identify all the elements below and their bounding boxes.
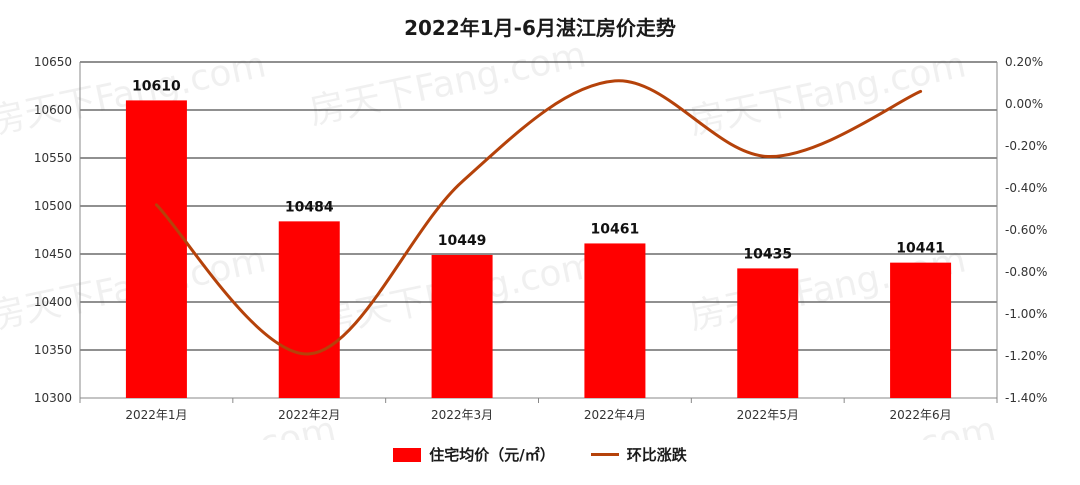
- y-right-tick-label: 0.20%: [1005, 55, 1043, 69]
- legend-item-bar[interactable]: 住宅均价（元/㎡）: [393, 444, 555, 465]
- bar[interactable]: [431, 254, 493, 398]
- y-left-tick-label: 10400: [34, 295, 72, 309]
- y-right-tick-label: 0.00%: [1005, 97, 1043, 111]
- x-tick-label: 2022年3月: [431, 408, 493, 422]
- chart-plot: 房天下Fang.com 房天下Fang.com 房天下Fang.com房天下Fang…: [0, 34, 1047, 440]
- y-right-tick-label: -1.20%: [1005, 349, 1047, 363]
- legend: 住宅均价（元/㎡） 环比涨跌: [0, 444, 1080, 465]
- y-right-tick-label: -1.40%: [1005, 391, 1047, 405]
- y-right-tick-label: -0.80%: [1005, 265, 1047, 279]
- watermark: 房天下Fang.com: [686, 44, 970, 143]
- y-left-tick-label: 10550: [34, 151, 72, 165]
- x-tick-label: 2022年4月: [584, 408, 646, 422]
- series-line[interactable]: [154, 79, 923, 356]
- legend-item-line[interactable]: 环比涨跌: [590, 444, 687, 465]
- watermark: 房天下Fang.com: [306, 34, 590, 133]
- bar[interactable]: [890, 262, 952, 398]
- bar-value-label: 10449: [438, 233, 487, 249]
- y-left-tick-label: 10450: [34, 247, 72, 261]
- bar-value-label: 10461: [591, 221, 640, 237]
- y-right-tick-label: -0.60%: [1005, 223, 1047, 237]
- bar-value-label: 10441: [896, 241, 945, 257]
- y-left-tick-label: 10500: [34, 199, 72, 213]
- bar-value-label: 10610: [132, 78, 181, 94]
- y-right-tick-label: -0.20%: [1005, 139, 1047, 153]
- x-tick-label: 2022年1月: [125, 408, 187, 422]
- legend-label-bar: 住宅均价（元/㎡）: [429, 446, 555, 464]
- bar[interactable]: [125, 100, 187, 399]
- legend-swatch-bar: [393, 447, 422, 462]
- x-tick-label: 2022年6月: [889, 408, 951, 422]
- bar[interactable]: [278, 221, 340, 398]
- bar[interactable]: [584, 243, 646, 398]
- y-left-tick-label: 10350: [34, 343, 72, 357]
- bar-value-label: 10435: [743, 246, 792, 262]
- y-right-tick-label: -1.00%: [1005, 307, 1047, 321]
- bar-value-label: 10484: [285, 199, 334, 215]
- legend-label-line: 环比涨跌: [626, 446, 687, 464]
- legend-swatch-line: [590, 453, 619, 456]
- x-tick-label: 2022年5月: [737, 408, 799, 422]
- bar[interactable]: [737, 268, 799, 398]
- y-right-tick-label: -0.40%: [1005, 181, 1047, 195]
- x-tick-label: 2022年2月: [278, 408, 340, 422]
- y-left-tick-label: 10300: [34, 391, 72, 405]
- chart-title: 2022年1月-6月湛江房价走势: [404, 16, 676, 40]
- y-left-tick-label: 10650: [34, 55, 72, 69]
- y-left-tick-label: 10600: [34, 103, 72, 117]
